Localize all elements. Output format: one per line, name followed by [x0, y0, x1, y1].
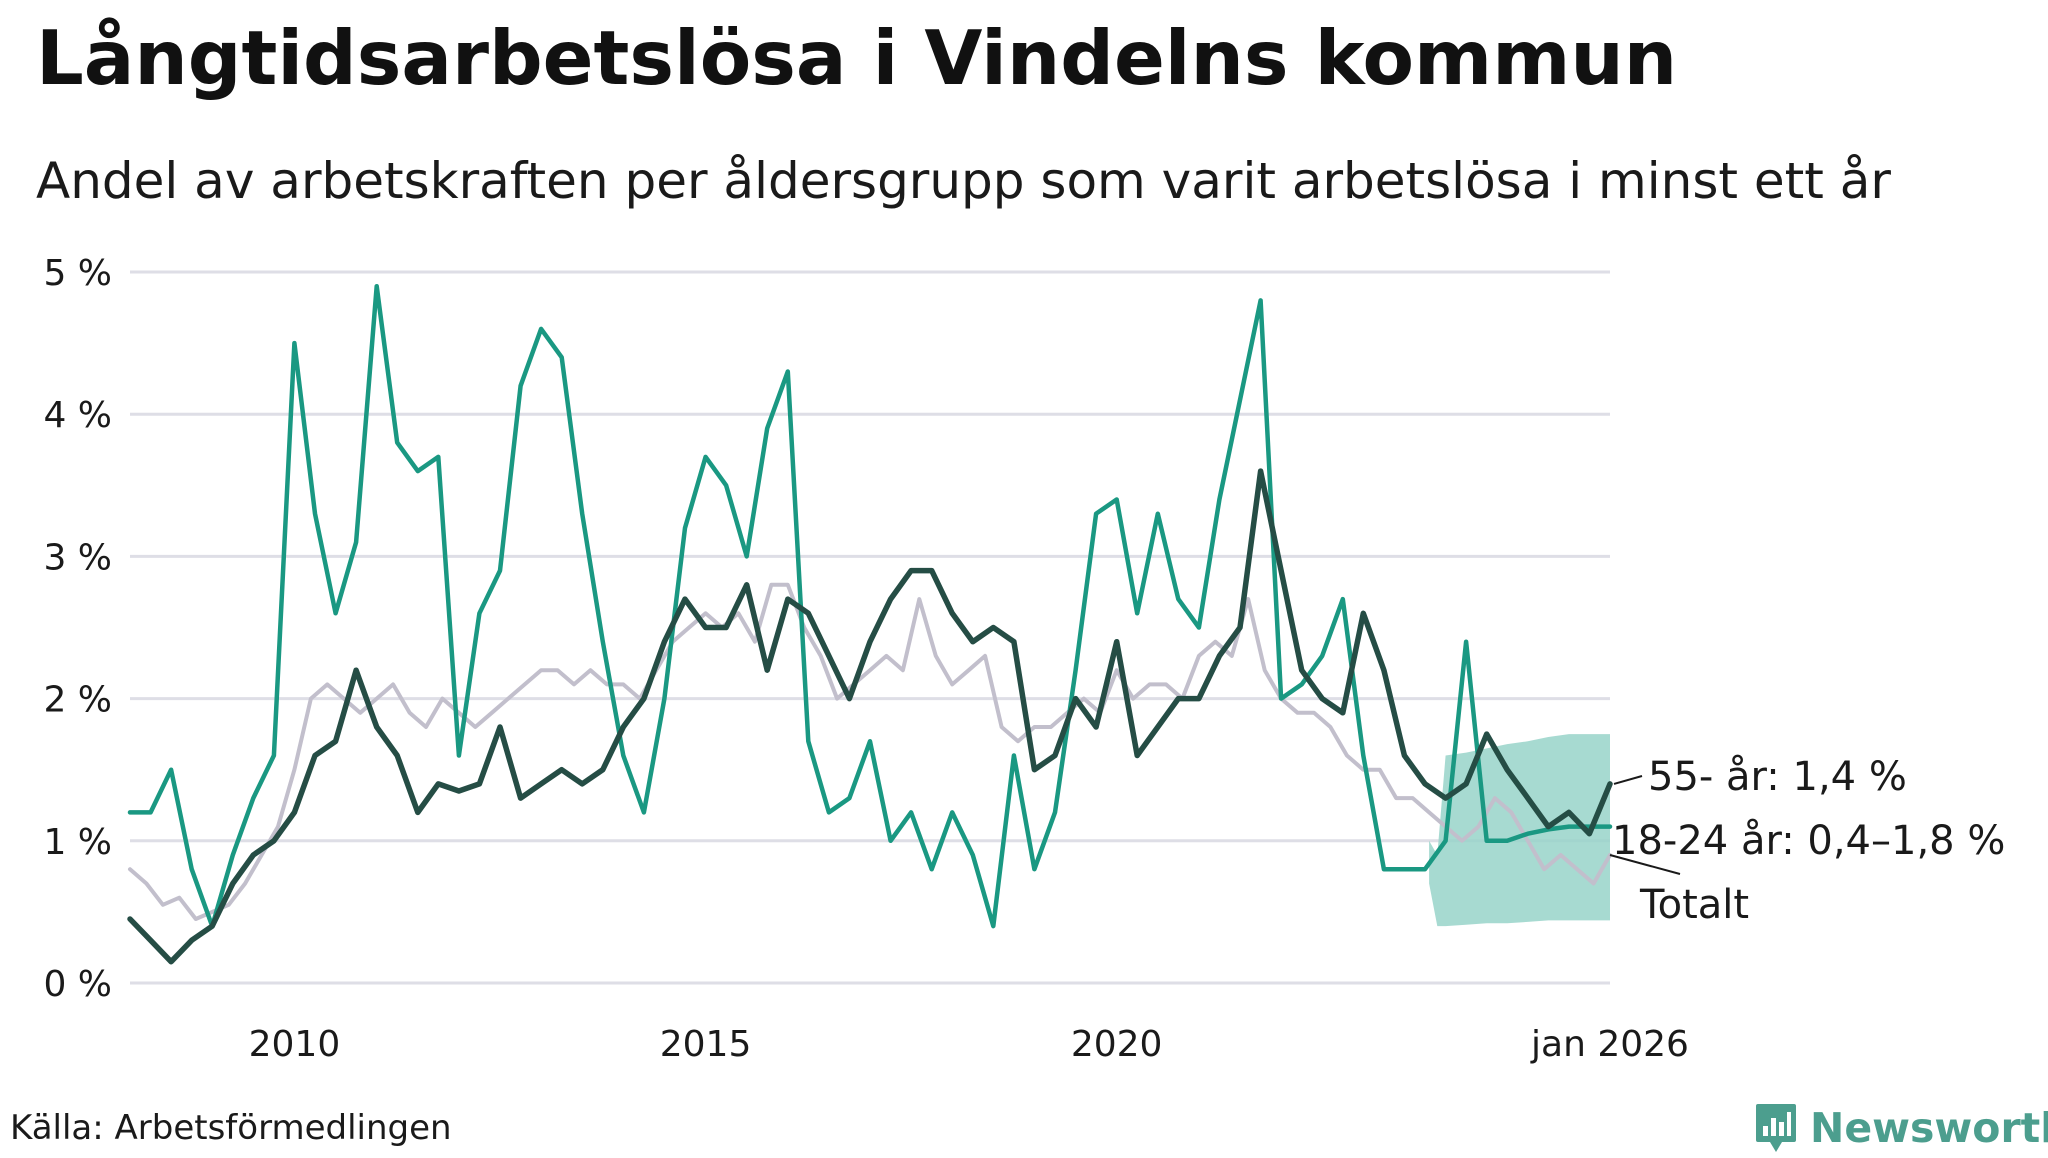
source-note: Källa: Arbetsförmedlingen [10, 1108, 452, 1148]
brand-logo: Newsworthy [1754, 1098, 2048, 1158]
x-tick-label: 2020 [1071, 1024, 1163, 1065]
x-tick-label: jan 2026 [1530, 1024, 1689, 1065]
x-tick-label: 2015 [660, 1024, 752, 1065]
x-tick-label: 2010 [249, 1024, 341, 1065]
series-line-total [128, 582, 1612, 921]
y-tick-label: 0 % [43, 964, 112, 1005]
series-label-older: 55- år: 1,4 % [1648, 754, 1907, 800]
y-axis: 0 % 1 % 2 % 3 % 4 % 5 % [43, 253, 112, 1005]
leader-line-total [1609, 854, 1681, 875]
series-label-young: 18-24 år: 0,4–1,8 % [1612, 818, 2005, 864]
y-tick-label: 3 % [43, 537, 112, 578]
series-line-young [127, 283, 1613, 929]
y-tick-label: 1 % [43, 822, 112, 863]
leader-line-older [1613, 775, 1643, 785]
series-line-older [127, 468, 1613, 965]
y-tick-label: 4 % [43, 395, 112, 436]
series-layer [127, 283, 1613, 965]
brand-name: Newsworthy [1810, 1104, 2048, 1152]
gridlines [130, 270, 1610, 985]
chart-title: Långtidsarbetslösa i Vindelns kommun [36, 14, 1678, 102]
x-axis: 2010 2015 2020 jan 2026 [249, 1024, 1689, 1065]
y-tick-label: 2 % [43, 680, 112, 721]
series-label-total: Totalt [1639, 882, 1749, 928]
newsworthy-logo-icon [1756, 1104, 1796, 1152]
chart-subtitle: Andel av arbetskraften per åldersgrupp s… [36, 152, 1891, 210]
end-labels: Totalt 18-24 år: 0,4–1,8 % 55- år: 1,4 % [1609, 754, 2005, 928]
y-tick-label: 5 % [43, 253, 112, 294]
